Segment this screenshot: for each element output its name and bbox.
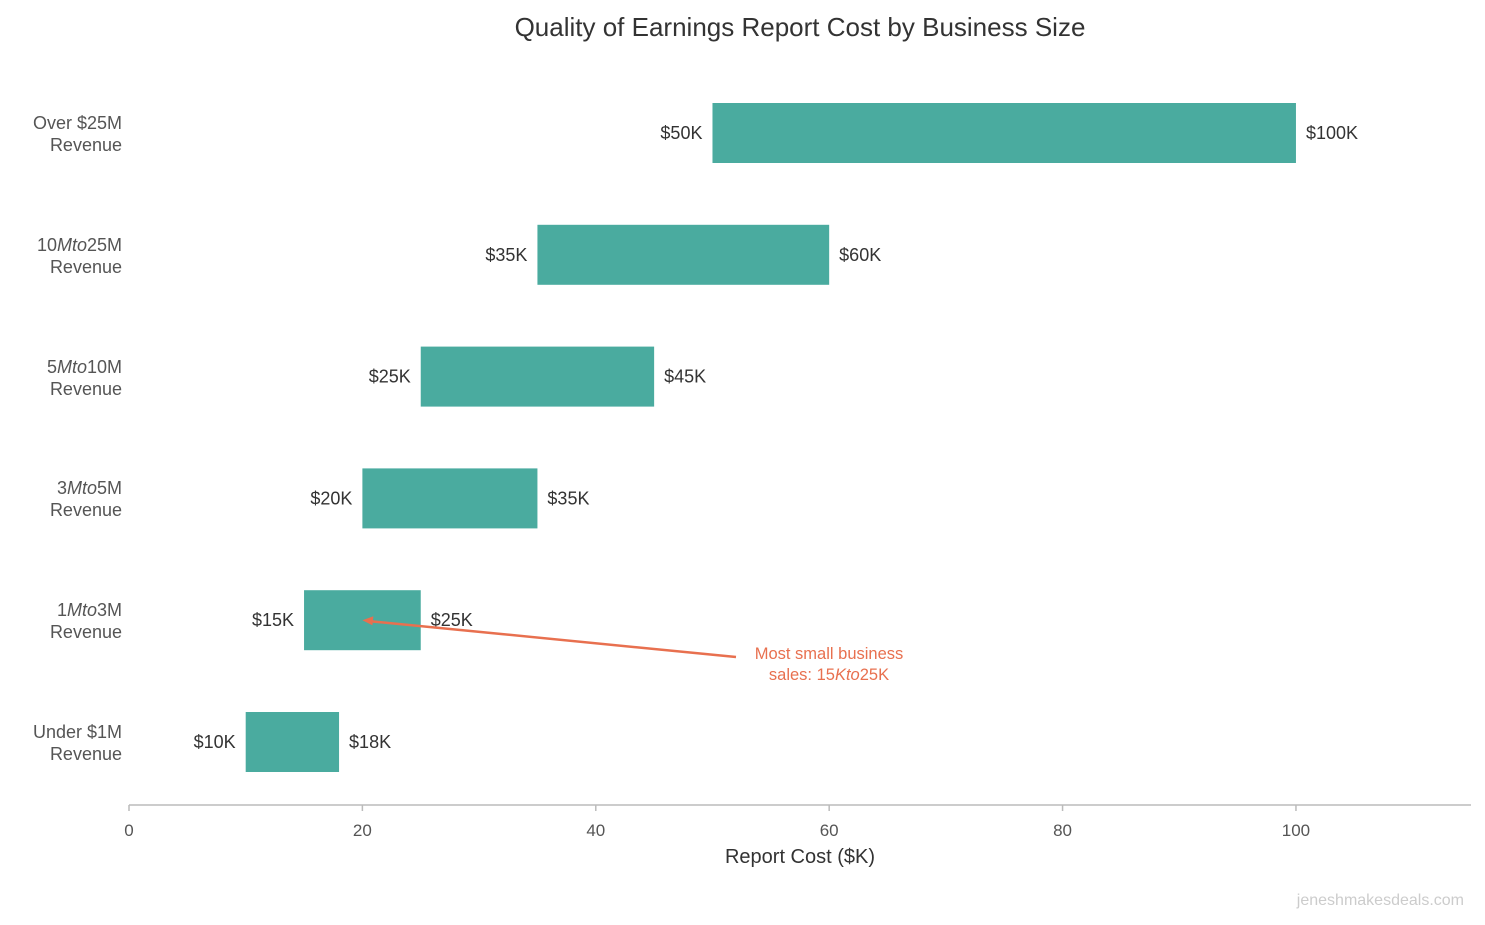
y-tick-label: 10Mto25M Revenue <box>36 234 122 277</box>
watermark: jeneshmakesdeals.com <box>1296 892 1464 909</box>
annotation-arrowhead <box>362 616 374 626</box>
y-tick-label: Under $1M Revenue <box>32 722 122 764</box>
annotation-arrow-line <box>370 619 737 659</box>
low-value-label: $10K <box>194 732 236 752</box>
annotation-line2: sales: 15Kto25K <box>768 666 890 684</box>
low-value-label: $25K <box>369 367 411 387</box>
x-tick-label: 100 <box>1282 821 1310 840</box>
low-value-label: $20K <box>310 488 352 508</box>
chart-title: Quality of Earnings Report Cost by Busin… <box>514 12 1086 42</box>
x-tick-label: 80 <box>1053 821 1072 840</box>
x-tick-label: 20 <box>353 821 372 840</box>
range-bar <box>362 468 538 529</box>
y-tick-label: 3Mto5M Revenue <box>49 478 122 521</box>
y-tick-label: 1Mto3M Revenue <box>49 600 122 643</box>
high-value-label: $45K <box>664 367 706 387</box>
low-value-label: $35K <box>485 245 527 265</box>
range-bar <box>537 224 830 285</box>
high-value-label: $35K <box>547 488 589 508</box>
annotation-line1: Most small business <box>754 645 904 663</box>
high-value-label: $60K <box>839 245 881 265</box>
y-tick-label: 5Mto10M Revenue <box>46 356 122 399</box>
high-value-label: $100K <box>1306 123 1358 143</box>
y-tick-label: Over $25M Revenue <box>32 113 122 155</box>
x-tick-label: 40 <box>586 821 605 840</box>
x-tick-label: 60 <box>820 821 839 840</box>
range-bar <box>245 712 340 772</box>
high-value-label: $18K <box>349 732 391 752</box>
high-value-label: $25K <box>431 610 473 630</box>
annotation-text: Most small business sales: 15Kto25K <box>729 644 929 686</box>
range-bar <box>420 346 655 407</box>
x-tick-label: 0 <box>124 821 133 840</box>
x-axis-label: Report Cost ($K) <box>724 846 876 868</box>
low-value-label: $15K <box>252 610 294 630</box>
range-bar <box>712 103 1296 163</box>
low-value-label: $50K <box>660 123 702 143</box>
